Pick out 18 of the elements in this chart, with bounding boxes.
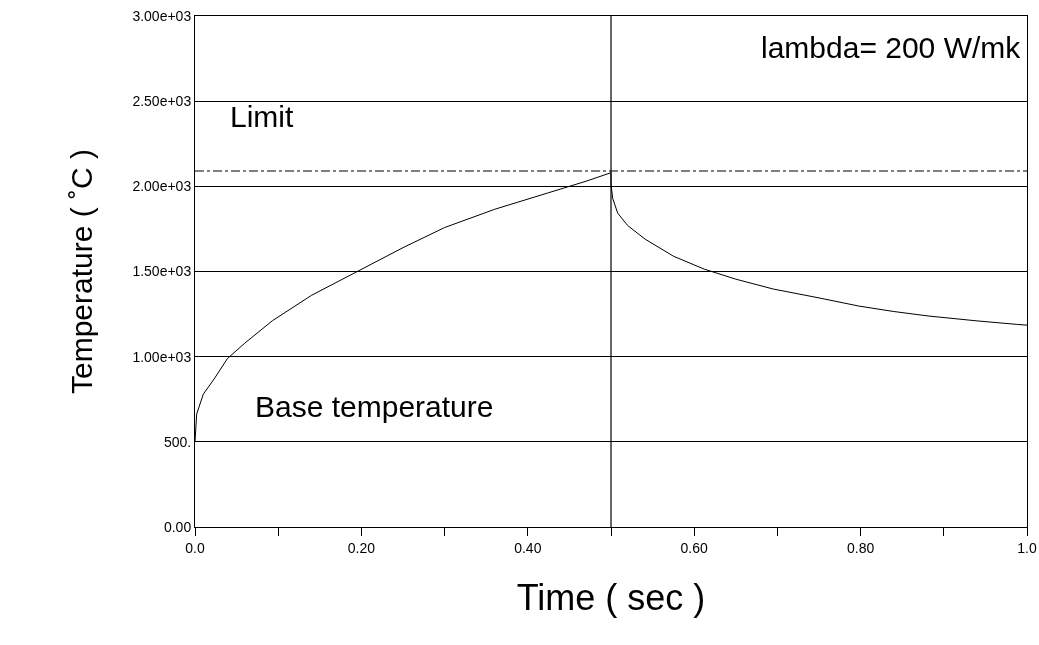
ref-line-label: Limit [230, 100, 294, 133]
y-tick-label: 2.50e+03 [132, 93, 192, 110]
y-tick-label: 1.00e+03 [132, 348, 192, 365]
x-tick-label: 0.80 [846, 539, 875, 556]
y-tick-label: 500. [163, 433, 192, 450]
x-tick-label: 0.60 [680, 539, 709, 556]
y-tick-label: 1.50e+03 [132, 263, 192, 280]
annotation: lambda= 200 W/mk [761, 31, 1022, 64]
x-tick-label: 0.40 [514, 539, 542, 556]
x-axis-title: Time ( sec ) [516, 577, 706, 619]
x-tick-label: 1.0 [1017, 539, 1037, 556]
y-tick-label: 3.00e+03 [132, 7, 192, 24]
x-tick-label: 0.0 [185, 539, 205, 556]
y-tick-label: 2.00e+03 [132, 178, 192, 195]
annotation: Base temperature [255, 390, 494, 423]
y-axis-title: Temperature ( ˚C ) [65, 148, 99, 395]
x-tick-label: 0.20 [347, 539, 376, 556]
y-tick-label: 0.00 [163, 518, 192, 535]
